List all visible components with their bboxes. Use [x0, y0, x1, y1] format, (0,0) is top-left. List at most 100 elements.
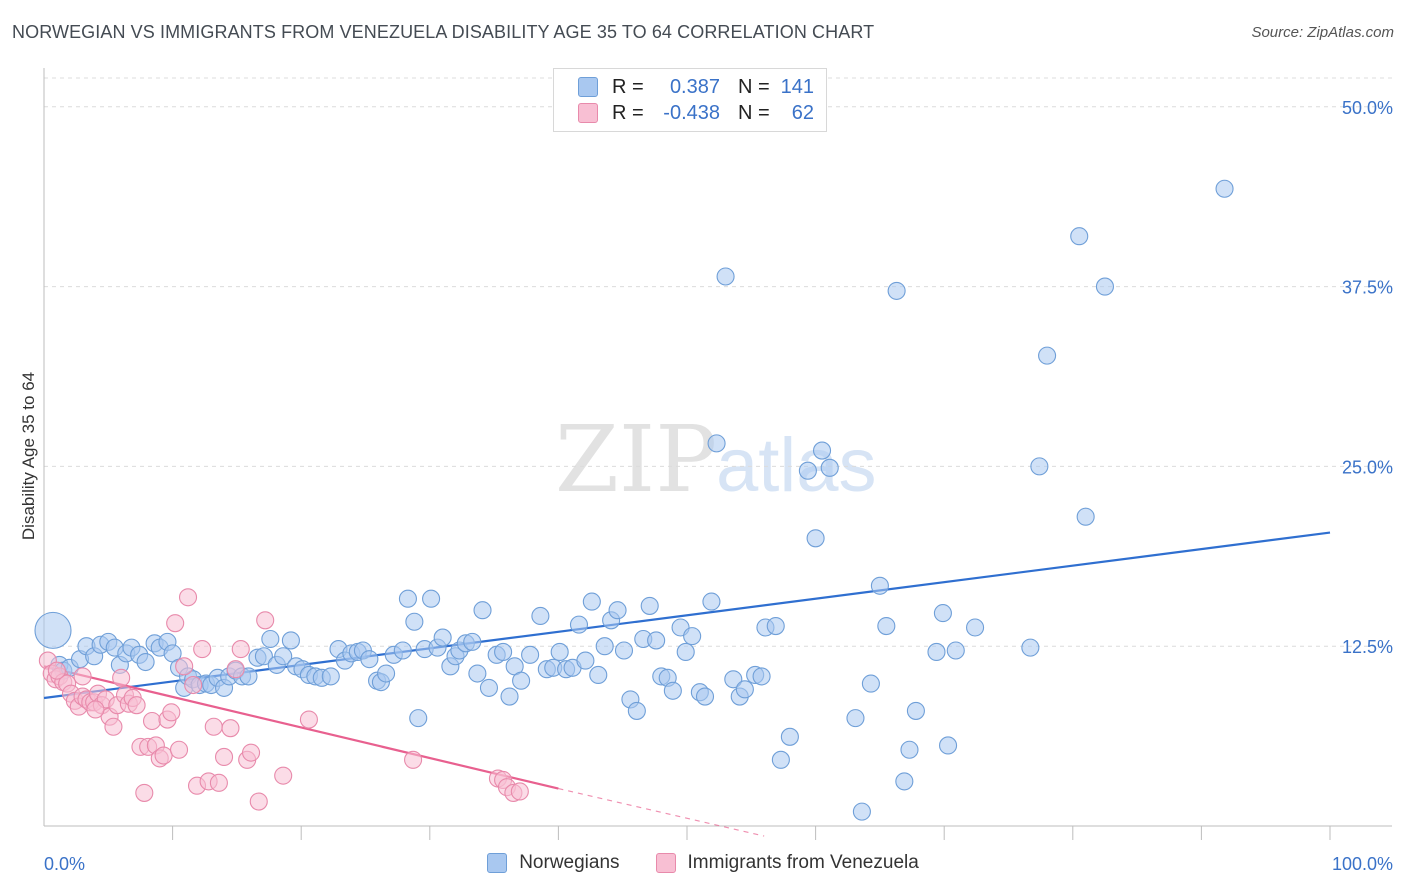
venezuela-trend-line [43, 665, 559, 790]
norwegian-point [640, 596, 659, 615]
venezuela-point [299, 710, 318, 729]
norwegian-point [939, 736, 958, 755]
venezuela-point [510, 782, 529, 801]
norwegian-point [433, 628, 452, 647]
norwegian-point [716, 267, 735, 286]
norwegian-point [1215, 179, 1234, 198]
venezuela-trend-line-extension [558, 788, 765, 837]
norwegian-point [321, 667, 340, 686]
y-axis-label: Disability Age 35 to 64 [19, 372, 38, 540]
legend-n-value: 62 [791, 101, 814, 124]
venezuela-point [231, 640, 250, 659]
watermark: ZIP atlas [555, 406, 877, 513]
legend-n-label: N = [738, 75, 770, 98]
venezuela-point [104, 717, 123, 736]
norwegian-point [360, 650, 379, 669]
norwegian-point [569, 615, 589, 634]
venezuela-point [175, 657, 194, 676]
norwegian-point [500, 687, 519, 706]
norwegian-point [966, 618, 985, 637]
norwegian-point [531, 606, 550, 626]
legend-swatch-blue [487, 853, 508, 873]
legend-r-label: R = [612, 75, 644, 98]
venezuela-point [221, 719, 240, 738]
legend-swatch-pink [578, 103, 598, 123]
legend-r-value: 0.387 [669, 75, 720, 98]
norwegian-point [695, 687, 715, 706]
norwegian-point [946, 641, 965, 660]
watermark-atlas: atlas [716, 423, 877, 508]
legend-item-venezuela[interactable]: Immigrants from Venezuela [655, 852, 919, 874]
norwegian-point [409, 709, 428, 728]
venezuela-point [166, 614, 185, 633]
venezuela-point [135, 783, 154, 802]
norwegian-point [906, 701, 925, 720]
correlation-legend: R = 0.387 N = 141 R = -0.438 N = 62 [553, 68, 827, 132]
legend-item-norwegians[interactable]: Norwegians [487, 852, 620, 874]
norwegian-point [463, 632, 482, 651]
norwegian-point [663, 681, 682, 700]
legend-n-label: N = [738, 101, 770, 124]
norwegian-point [887, 281, 906, 300]
legend-swatch-blue [578, 77, 598, 97]
x-tick-label: 0.0% [44, 854, 85, 874]
norwegian-point [576, 651, 595, 670]
norwegian-point [852, 802, 871, 821]
venezuela-point [47, 661, 66, 680]
norwegian-point [521, 645, 540, 664]
chart-title: NORWEGIAN VS IMMIGRANTS FROM VENEZUELA D… [12, 22, 875, 42]
norwegian-point [473, 601, 492, 620]
norwegian-point [1076, 507, 1095, 526]
norwegian-point [812, 441, 832, 460]
series-legend: Norwegians Immigrants from Venezuela [0, 852, 1406, 874]
norwegian-point [798, 461, 817, 480]
norwegian-point [647, 631, 666, 650]
norwegian-point [780, 727, 799, 746]
norwegian-point [589, 665, 608, 685]
norwegian-point [861, 674, 880, 693]
venezuela-point [142, 711, 162, 731]
venezuela-point [274, 766, 293, 785]
venezuela-point [204, 717, 223, 736]
norwegian-point [582, 592, 601, 611]
norwegian-point [614, 641, 634, 660]
venezuela-point [184, 675, 203, 695]
norwegian-point [550, 642, 569, 661]
legend-n-value: 141 [780, 75, 814, 98]
venezuela-point [73, 667, 92, 686]
norwegian-point [771, 750, 790, 769]
venezuela-point [214, 747, 234, 767]
norwegian-point [702, 592, 721, 611]
legend-label: Norwegians [519, 852, 620, 873]
venezuela-point [404, 750, 423, 769]
norwegian-point [1021, 638, 1040, 657]
norwegian-point [377, 664, 396, 683]
norwegian-point [735, 680, 754, 699]
norwegian-point [877, 617, 896, 636]
y-tick-label: 50.0% [1342, 98, 1393, 118]
norwegian-point [254, 647, 273, 666]
norwegian-point [676, 642, 695, 661]
norwegian-point [846, 709, 865, 728]
norwegian-point [1070, 227, 1089, 246]
data-points [34, 179, 1234, 821]
norwegian-point [595, 637, 614, 656]
watermark-zip: ZIP [555, 406, 717, 513]
norwegian-point [398, 589, 417, 608]
norwegian-point [34, 611, 72, 649]
norwegian-point [1038, 346, 1057, 365]
gridlines [44, 77, 1392, 647]
norwegian-point [281, 631, 300, 650]
norwegian-point [927, 642, 946, 661]
venezuela-point [86, 700, 105, 719]
legend-row-venezuela: R = -0.438 N = 62 [578, 100, 814, 126]
venezuela-point [169, 740, 189, 759]
venezuela-point [249, 792, 268, 811]
norwegian-point [274, 647, 293, 666]
venezuela-point [127, 696, 146, 715]
legend-r-value: -0.438 [663, 101, 720, 124]
venezuela-point [226, 660, 245, 679]
venezuela-point [154, 746, 173, 765]
norwegian-point [933, 604, 952, 623]
